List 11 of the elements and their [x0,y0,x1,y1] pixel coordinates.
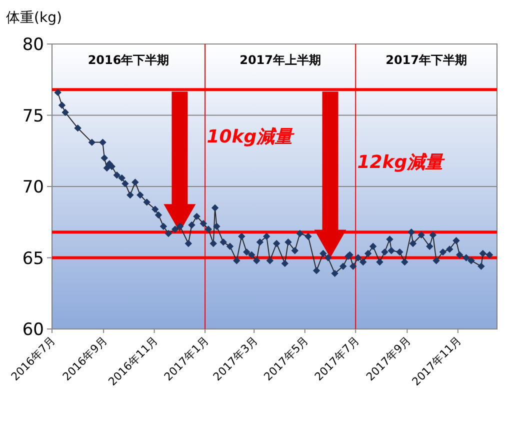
y-tick-label: 70 [22,178,44,198]
y-tick-label: 80 [22,35,44,55]
y-tick-label: 65 [22,248,44,269]
y-tick-label: 75 [22,106,44,126]
y-tick-label: 60 [22,320,44,340]
annotation: 2017年下半期 [386,53,467,67]
annotation: 2016年下半期 [88,53,170,67]
annotation: 10kg減量 [206,126,295,148]
y-axis-title: 体重(kg) [6,10,62,26]
annotation: 2017年上半期 [240,53,322,67]
annotation: 12kg減量 [357,152,446,173]
